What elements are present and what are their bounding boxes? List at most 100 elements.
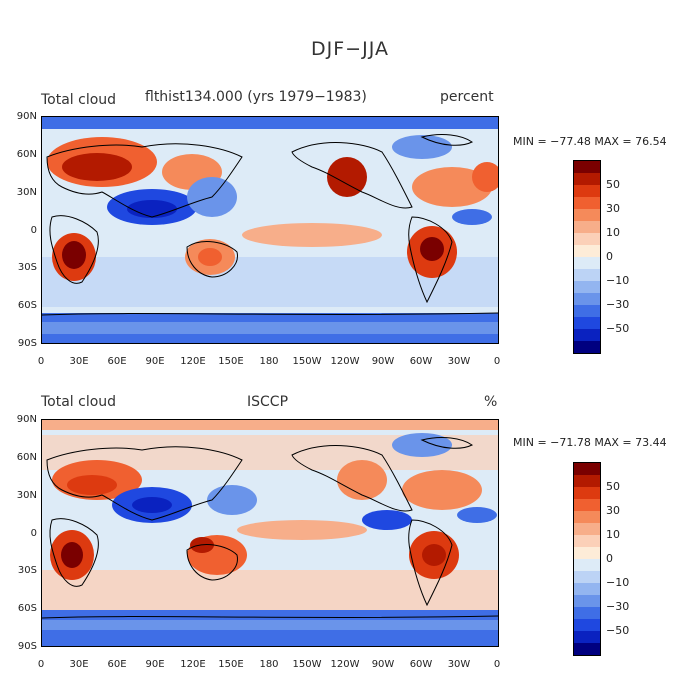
lat-tick-label: 60S <box>17 603 37 614</box>
lon-tick-label: 120E <box>180 659 206 670</box>
panel-units-label: % <box>484 394 498 410</box>
panel-min-max: MIN = −77.48 MAX = 76.54 <box>513 135 667 148</box>
colorbar-swatch <box>574 269 600 281</box>
map-field <box>42 117 498 343</box>
colorbar-swatch <box>574 317 600 329</box>
lon-tick-label: 120W <box>330 356 360 367</box>
colorbar-swatch <box>574 463 600 475</box>
colorbar-label: 0 <box>606 552 613 565</box>
lat-tick-label: 60S <box>17 300 37 311</box>
colorbar-swatch <box>574 209 600 221</box>
colorbar-swatch <box>574 185 600 197</box>
colorbar-swatch <box>574 293 600 305</box>
colorbar-swatch <box>574 221 600 233</box>
lat-tick-label: 60N <box>16 149 37 160</box>
lon-tick-label: 120E <box>180 356 206 367</box>
colorbar-swatch <box>574 583 600 595</box>
lat-tick-label: 0 <box>30 528 37 539</box>
lon-tick-label: 30E <box>69 356 89 367</box>
lat-tick-label: 90N <box>16 414 37 425</box>
colorbar-swatch <box>574 161 600 173</box>
lon-tick-label: 150W <box>292 659 322 670</box>
colorbar-swatch <box>574 571 600 583</box>
lat-tick-label: 60N <box>16 452 37 463</box>
lon-tick-label: 0 <box>37 356 45 367</box>
lat-tick-label: 30N <box>16 490 37 501</box>
colorbar-label: 30 <box>606 504 620 517</box>
lat-tick-label: 90S <box>17 338 37 349</box>
colorbar-label: 10 <box>606 528 620 541</box>
colorbar-swatch <box>574 173 600 185</box>
colorbar-label: 30 <box>606 202 620 215</box>
colorbar-swatch <box>574 257 600 269</box>
colorbar-label: −10 <box>606 576 630 589</box>
colorbar-swatch <box>574 305 600 317</box>
lon-tick-label: 150E <box>218 659 244 670</box>
colorbar-swatch <box>574 631 600 643</box>
figure-title: DJF−JJA <box>311 38 389 60</box>
lon-tick-label: 30W <box>447 356 471 367</box>
lon-tick-label: 30W <box>447 659 471 670</box>
lon-tick-label: 150W <box>292 356 322 367</box>
panel-units-label: percent <box>440 89 494 105</box>
lon-tick-label: 180 <box>259 659 279 670</box>
lon-tick-label: 0 <box>37 659 45 670</box>
lon-tick-label: 0 <box>493 659 501 670</box>
colorbar-swatch <box>574 233 600 245</box>
colorbar-swatch <box>574 475 600 487</box>
colorbar-swatch <box>574 535 600 547</box>
colorbar-swatch <box>574 619 600 631</box>
lon-tick-label: 60E <box>107 356 127 367</box>
colorbar-swatch <box>574 547 600 559</box>
lat-tick-label: 30S <box>17 565 37 576</box>
colorbar-swatch <box>574 511 600 523</box>
colorbar-swatch <box>574 281 600 293</box>
lat-tick-label: 30N <box>16 187 37 198</box>
lon-tick-label: 30E <box>69 659 89 670</box>
colorbar-swatch <box>574 643 600 655</box>
map-plot <box>41 419 499 647</box>
lon-tick-label: 60W <box>409 356 433 367</box>
lon-tick-label: 90W <box>371 659 395 670</box>
lon-tick-label: 150E <box>218 356 244 367</box>
colorbar-label: 50 <box>606 480 620 493</box>
colorbar-swatch <box>574 559 600 571</box>
colorbar-label: −30 <box>606 298 630 311</box>
colorbar-swatch <box>574 487 600 499</box>
lon-tick-label: 60W <box>409 659 433 670</box>
panel-variable-label: Total cloud <box>41 394 117 410</box>
lon-tick-label: 90E <box>145 659 165 670</box>
colorbar-label: −50 <box>606 322 630 335</box>
colorbar-swatch <box>574 245 600 257</box>
colorbar-label: 50 <box>606 178 620 191</box>
map-field <box>42 420 498 646</box>
panel-variable-label: Total cloud <box>41 92 117 108</box>
lon-tick-label: 0 <box>493 356 501 367</box>
colorbar <box>573 462 601 656</box>
colorbar-label: −30 <box>606 600 630 613</box>
lat-tick-label: 30S <box>17 262 37 273</box>
map-plot <box>41 116 499 344</box>
panel-min-max: MIN = −71.78 MAX = 73.44 <box>513 436 667 449</box>
colorbar-swatch <box>574 595 600 607</box>
lat-tick-label: 0 <box>30 225 37 236</box>
lat-tick-label: 90S <box>17 641 37 652</box>
colorbar-swatch <box>574 197 600 209</box>
lon-tick-label: 120W <box>330 659 360 670</box>
colorbar-label: 10 <box>606 226 620 239</box>
lat-tick-label: 90N <box>16 111 37 122</box>
colorbar-swatch <box>574 329 600 341</box>
colorbar-swatch <box>574 523 600 535</box>
colorbar-swatch <box>574 499 600 511</box>
lon-tick-label: 60E <box>107 659 127 670</box>
colorbar-label: −50 <box>606 624 630 637</box>
colorbar-label: −10 <box>606 274 630 287</box>
lon-tick-label: 180 <box>259 356 279 367</box>
colorbar-swatch <box>574 607 600 619</box>
panel-source-label: ISCCP <box>247 394 289 410</box>
lon-tick-label: 90W <box>371 356 395 367</box>
lon-tick-label: 90E <box>145 356 165 367</box>
panel-source-label: flthist134.000 (yrs 1979−1983) <box>145 89 367 105</box>
colorbar-swatch <box>574 341 600 353</box>
colorbar <box>573 160 601 354</box>
